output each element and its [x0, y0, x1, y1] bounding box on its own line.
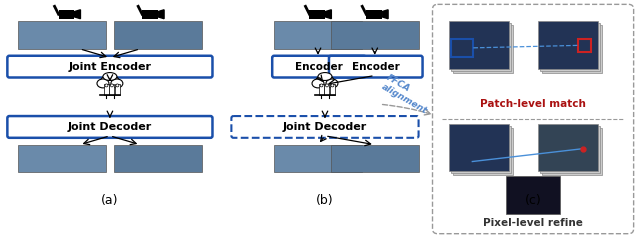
Polygon shape	[74, 10, 81, 19]
Ellipse shape	[101, 75, 119, 86]
Bar	[578, 39, 591, 52]
Polygon shape	[382, 10, 388, 19]
Polygon shape	[158, 10, 164, 19]
FancyBboxPatch shape	[8, 56, 212, 77]
Bar	[319, 84, 324, 95]
Ellipse shape	[97, 79, 109, 88]
Bar	[331, 145, 419, 172]
FancyBboxPatch shape	[272, 56, 366, 77]
Bar	[451, 126, 511, 173]
Ellipse shape	[326, 79, 338, 88]
Ellipse shape	[105, 84, 108, 87]
Text: Encoder: Encoder	[352, 62, 399, 72]
Bar	[542, 128, 602, 175]
Ellipse shape	[111, 84, 113, 87]
Text: (b): (b)	[316, 194, 334, 207]
Ellipse shape	[326, 84, 328, 87]
Ellipse shape	[320, 84, 323, 87]
Bar	[453, 128, 513, 175]
Bar	[324, 84, 330, 95]
Bar	[104, 84, 109, 95]
Text: Pixel-level refine: Pixel-level refine	[483, 218, 583, 228]
Bar	[451, 39, 474, 57]
Bar	[451, 23, 511, 71]
Bar	[506, 176, 561, 214]
Ellipse shape	[318, 73, 332, 81]
Ellipse shape	[312, 79, 324, 88]
Text: Joint Encoder: Joint Encoder	[68, 62, 152, 72]
Text: FFCA
alignment: FFCA alignment	[380, 73, 434, 115]
Bar	[540, 126, 600, 173]
FancyBboxPatch shape	[8, 116, 212, 138]
FancyBboxPatch shape	[366, 10, 382, 19]
FancyBboxPatch shape	[310, 10, 325, 19]
Text: Joint Decoder: Joint Decoder	[283, 122, 367, 132]
Text: Joint Decoder: Joint Decoder	[68, 122, 152, 132]
Ellipse shape	[103, 73, 117, 81]
Bar	[109, 84, 115, 95]
Bar	[453, 25, 513, 73]
Bar	[114, 145, 202, 172]
Bar	[114, 21, 202, 49]
FancyBboxPatch shape	[142, 10, 158, 19]
Text: (a): (a)	[101, 194, 118, 207]
Text: Patch-level match: Patch-level match	[480, 99, 586, 109]
Text: Encoder: Encoder	[295, 62, 343, 72]
Bar	[449, 21, 509, 69]
Bar	[19, 21, 106, 49]
Bar	[449, 124, 509, 171]
FancyBboxPatch shape	[329, 56, 422, 77]
Polygon shape	[325, 10, 332, 19]
Ellipse shape	[331, 84, 334, 87]
Bar	[115, 84, 120, 95]
Bar	[19, 145, 106, 172]
FancyBboxPatch shape	[232, 116, 419, 138]
Bar	[538, 21, 598, 69]
Bar	[542, 25, 602, 73]
Bar	[274, 21, 362, 49]
Bar	[540, 23, 600, 71]
Bar	[331, 21, 419, 49]
FancyBboxPatch shape	[433, 4, 634, 234]
Bar	[538, 124, 598, 171]
Bar	[274, 145, 362, 172]
Ellipse shape	[316, 75, 334, 86]
Bar	[330, 84, 335, 95]
Ellipse shape	[111, 79, 123, 88]
FancyBboxPatch shape	[58, 10, 74, 19]
Text: (c): (c)	[525, 194, 541, 207]
Ellipse shape	[116, 84, 119, 87]
